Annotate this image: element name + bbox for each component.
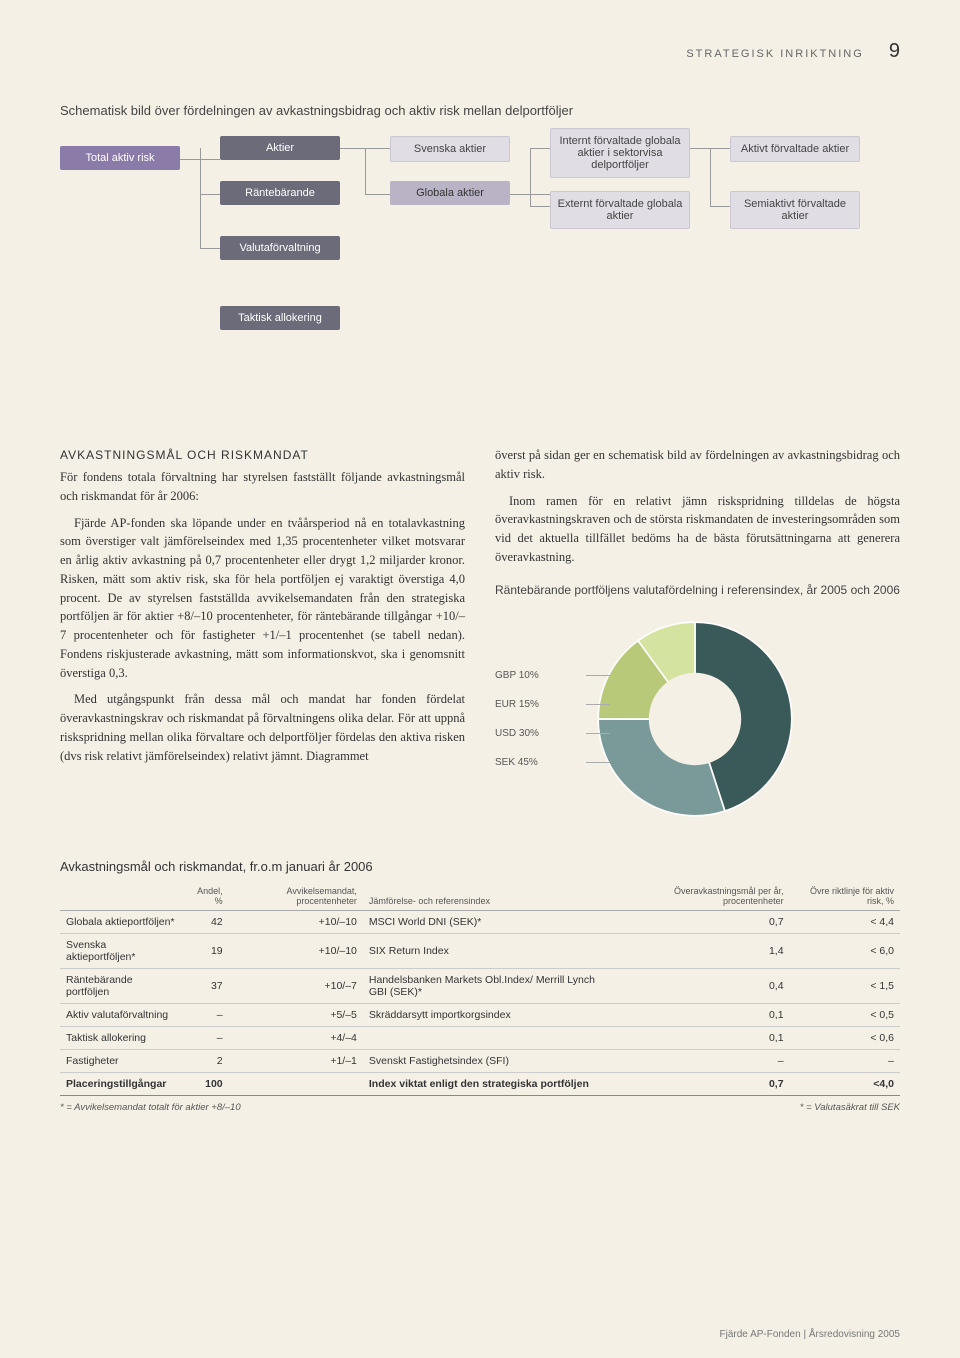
box-aktivt: Aktivt förvaltade aktier [730, 136, 860, 162]
left-column: AVKASTNINGSMÅL OCH RISKMANDAT För fonden… [60, 446, 465, 829]
pie-chart [585, 609, 805, 829]
flow-diagram: Total aktiv risk Aktier Räntebärande Val… [60, 136, 900, 416]
page-header: STRATEGISK INRIKTNING 9 [60, 40, 900, 63]
box-total: Total aktiv risk [60, 146, 180, 170]
box-taktisk: Taktisk allokering [220, 306, 340, 330]
footnote: * = Valutasäkrat till SEK [800, 1102, 900, 1113]
box-aktier: Aktier [220, 136, 340, 160]
box-semi: Semiaktivt förvaltade aktier [730, 191, 860, 229]
para: Med utgångspunkt från dessa mål och mand… [60, 690, 465, 765]
box-externt: Externt förvaltade globala aktier [550, 191, 690, 229]
para: överst på sidan ger en schematisk bild a… [495, 446, 900, 484]
mandate-table: Andel, %Avvikelsemandat, procentenheterJ… [60, 882, 900, 1096]
section-heading: AVKASTNINGSMÅL OCH RISKMANDAT [60, 446, 465, 464]
pie-label: EUR 15% [495, 697, 585, 712]
pie-label: USD 30% [495, 726, 585, 741]
page-number: 9 [889, 40, 900, 62]
box-globala: Globala aktier [390, 181, 510, 205]
pie-labels: GBP 10% EUR 15% USD 30% SEK 45% [495, 654, 585, 784]
diagram-title: Schematisk bild över fördelningen av avk… [60, 103, 900, 118]
pie-label: SEK 45% [495, 755, 585, 770]
table-title: Avkastningsmål och riskmandat, fr.o.m ja… [60, 859, 900, 874]
section-name: STRATEGISK INRIKTNING [686, 48, 863, 60]
para: Inom ramen för en relativt jämn riskspri… [495, 492, 900, 567]
footnote: * = Avvikelsemandat totalt för aktier +8… [60, 1102, 241, 1113]
box-rante: Räntebärande [220, 181, 340, 205]
box-internt: Internt förvaltade globala aktier i sekt… [550, 128, 690, 178]
box-valuta: Valutaförvaltning [220, 236, 340, 260]
para: För fondens totala förvaltning har styre… [60, 468, 465, 506]
page-footer: Fjärde AP-Fonden | Årsredovisning 2005 [720, 1329, 900, 1340]
right-column: överst på sidan ger en schematisk bild a… [495, 446, 900, 829]
box-svenska: Svenska aktier [390, 136, 510, 162]
para: Fjärde AP-fonden ska löpande under en tv… [60, 514, 465, 683]
pie-title: Räntebärande portföljens valutafördelnin… [495, 581, 900, 599]
pie-label: GBP 10% [495, 668, 585, 683]
